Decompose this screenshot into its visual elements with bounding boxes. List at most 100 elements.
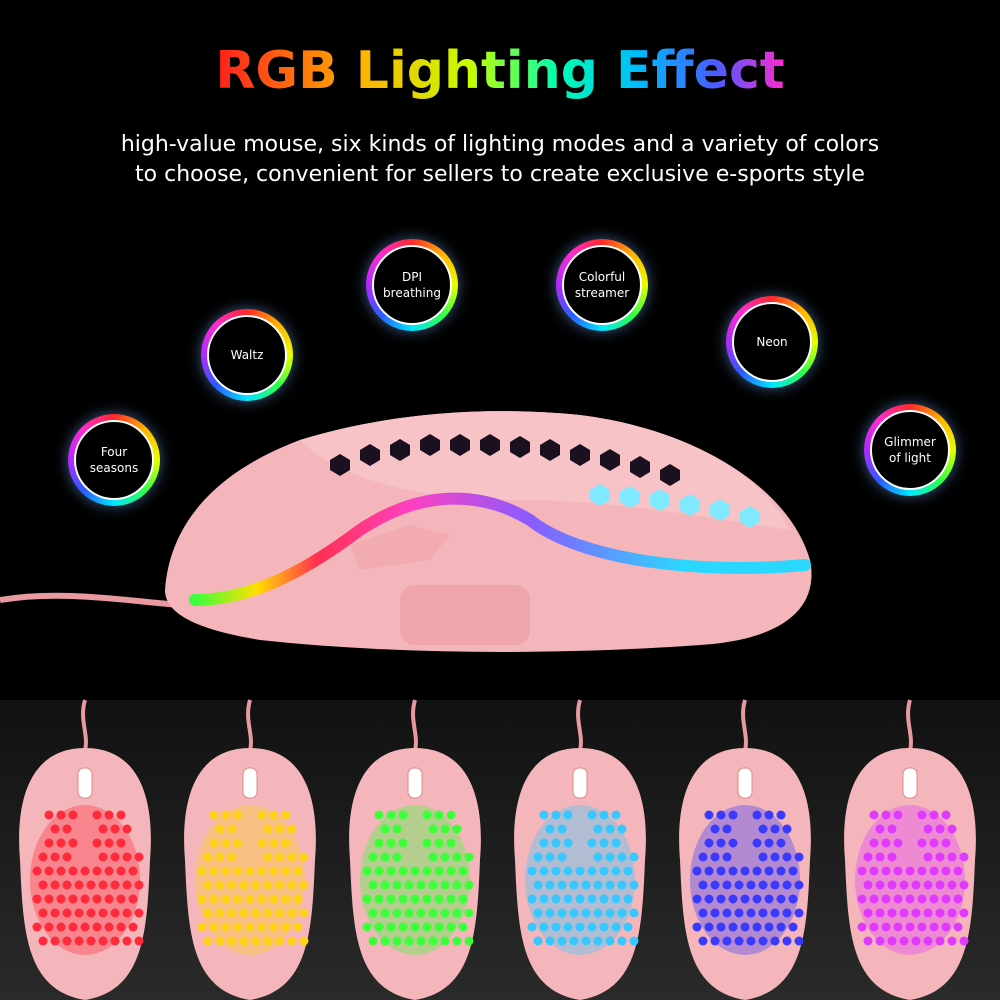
hex-hole bbox=[698, 908, 708, 918]
hex-hole bbox=[227, 824, 237, 834]
hex-hole bbox=[221, 866, 231, 876]
hex-hole bbox=[380, 880, 390, 890]
hex-hole bbox=[716, 894, 726, 904]
hex-hole bbox=[440, 824, 450, 834]
hex-hole bbox=[398, 922, 408, 932]
mini-mouse bbox=[679, 699, 811, 1000]
hex-hole bbox=[776, 894, 786, 904]
hex-hole bbox=[221, 838, 231, 848]
hex-hole bbox=[533, 880, 543, 890]
mode-label: Waltz bbox=[230, 348, 264, 362]
hex-hole bbox=[581, 936, 591, 946]
hex-hole bbox=[203, 936, 213, 946]
hex-hole bbox=[599, 838, 609, 848]
hex-hole bbox=[947, 880, 957, 890]
hex-hole bbox=[50, 936, 60, 946]
hex-hole bbox=[911, 908, 921, 918]
hex-hole bbox=[458, 922, 468, 932]
hex-hole bbox=[599, 810, 609, 820]
hex-hole bbox=[110, 880, 120, 890]
hex-hole bbox=[32, 922, 42, 932]
hex-hole bbox=[134, 936, 144, 946]
hex-hole bbox=[557, 852, 567, 862]
hex-hole bbox=[893, 810, 903, 820]
hex-hole bbox=[875, 908, 885, 918]
hex-hole bbox=[80, 922, 90, 932]
hex-hole bbox=[110, 908, 120, 918]
hex-hole bbox=[128, 922, 138, 932]
hex-hole bbox=[710, 908, 720, 918]
hex-hole bbox=[752, 922, 762, 932]
hex-hole bbox=[227, 908, 237, 918]
hex-hole bbox=[788, 866, 798, 876]
hex-hole bbox=[611, 894, 621, 904]
hex-hole bbox=[68, 866, 78, 876]
hex-hole bbox=[263, 824, 273, 834]
hex-hole bbox=[269, 894, 279, 904]
hex-hole bbox=[269, 922, 279, 932]
hex-hole bbox=[770, 908, 780, 918]
hex-hole bbox=[434, 838, 444, 848]
hex-hole bbox=[98, 908, 108, 918]
hex-hole bbox=[410, 922, 420, 932]
hex-hole bbox=[905, 922, 915, 932]
hex-hole bbox=[794, 936, 804, 946]
hex-hole bbox=[452, 852, 462, 862]
hex-hole bbox=[617, 852, 627, 862]
hex-hole bbox=[221, 922, 231, 932]
hex-hole bbox=[104, 922, 114, 932]
hex-hole bbox=[875, 880, 885, 890]
title: RGB Lighting Effect bbox=[215, 41, 784, 101]
hex-hole bbox=[758, 852, 768, 862]
hex-hole bbox=[629, 852, 639, 862]
hex-hole bbox=[410, 866, 420, 876]
hex-hole bbox=[893, 922, 903, 932]
hex-hole bbox=[539, 866, 549, 876]
hex-hole bbox=[440, 936, 450, 946]
hex-hole bbox=[740, 894, 750, 904]
hex-hole bbox=[110, 852, 120, 862]
hex-hole bbox=[92, 838, 102, 848]
hex-hole bbox=[593, 824, 603, 834]
mode-badge: Glimmer of light bbox=[864, 404, 956, 496]
hex-hole bbox=[80, 866, 90, 876]
mode-badge: Colorful streamer bbox=[556, 239, 648, 331]
scroll-wheel bbox=[407, 767, 423, 799]
hex-hole bbox=[728, 922, 738, 932]
hex-hole bbox=[62, 908, 72, 918]
hex-hole bbox=[794, 880, 804, 890]
hex-hole bbox=[746, 880, 756, 890]
hex-hole bbox=[299, 880, 309, 890]
mode-label: Colorful bbox=[578, 270, 626, 284]
mode-badge-inner: Waltz bbox=[207, 315, 287, 395]
hex-hole bbox=[941, 810, 951, 820]
hex-hole bbox=[593, 936, 603, 946]
hex-hole bbox=[362, 866, 372, 876]
hex-hole bbox=[863, 852, 873, 862]
hex-hole bbox=[605, 936, 615, 946]
cable bbox=[81, 699, 88, 751]
hex-hole bbox=[569, 908, 579, 918]
hex-hole bbox=[722, 824, 732, 834]
hex-hole bbox=[56, 922, 66, 932]
hex-hole bbox=[287, 936, 297, 946]
hex-hole bbox=[953, 866, 963, 876]
hex-hole bbox=[563, 838, 573, 848]
hex-hole bbox=[386, 922, 396, 932]
hex-hole bbox=[575, 894, 585, 904]
hex-hole bbox=[782, 880, 792, 890]
hex-hole bbox=[782, 852, 792, 862]
hex-hole bbox=[692, 922, 702, 932]
hex-hole bbox=[617, 908, 627, 918]
hex-hole bbox=[611, 866, 621, 876]
hex-hole bbox=[764, 922, 774, 932]
hex-hole bbox=[209, 922, 219, 932]
hex-hole bbox=[116, 894, 126, 904]
hex-hole bbox=[257, 922, 267, 932]
hex-hole bbox=[263, 908, 273, 918]
mini-mouse bbox=[514, 699, 646, 1000]
hex-hole bbox=[422, 866, 432, 876]
hex-hole bbox=[263, 852, 273, 862]
hex-hole bbox=[62, 824, 72, 834]
hex-hole bbox=[893, 866, 903, 876]
